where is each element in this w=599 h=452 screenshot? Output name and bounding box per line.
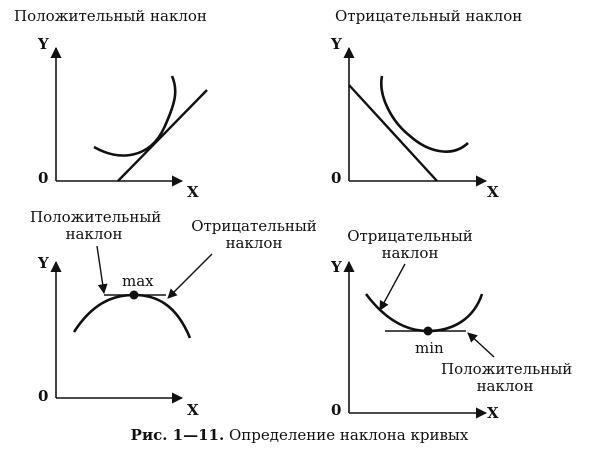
origin-label-bottom-right: 0 [331,401,342,419]
y-axis-label-top-right: Y [331,35,342,53]
curve-bottom-right [364,293,484,333]
curve-bottom-left [72,293,192,339]
x-axis-label-bottom-left: X [187,401,199,419]
x-axis-label-bottom-right: X [487,404,499,422]
title-top-right: Отрицательный наклон [335,7,523,25]
arrow-positive-bottom-left [96,245,108,294]
arrow-positive-bottom-right [467,332,495,358]
curve-top-left [93,75,177,157]
tangent-top-left [117,89,208,182]
y-axis-label-bottom-right: Y [331,258,342,276]
min-label: min [415,339,444,357]
arrow-negative-bottom-right [379,263,406,311]
negative-label-line2-bottom-left: наклон [225,234,283,252]
y-axis-label-bottom-left: Y [38,254,49,272]
panel-bottom-left [50,245,213,404]
panel-top-right [343,46,488,187]
max-point [129,290,139,300]
positive-label-line1-bottom-right: Положительный [441,360,573,378]
max-label: max [122,272,154,290]
origin-label-bottom-left: 0 [38,387,49,405]
positive-slope-label-bottom-right: Положительный наклон [441,360,573,395]
x-axis-label-top-right: X [487,183,499,201]
panel-bottom-right [343,260,495,419]
figure-caption: Рис. 1—11. Определение наклона кривых [0,427,599,444]
origin-label-top-left: 0 [38,169,49,187]
positive-label-line2-bottom-right: наклон [476,377,534,395]
arrow-negative-bottom-left [167,253,213,299]
negative-slope-label-bottom-left: Отрицательный наклон [190,218,318,252]
negative-label-line1-bottom-left: Отрицательный [191,217,317,235]
positive-label-line2-bottom-left: наклон [65,225,123,243]
tangent-top-right [348,84,438,182]
min-point [423,326,433,336]
positive-slope-label-bottom-left: Положительный наклон [30,208,162,243]
title-top-left: Положительный наклон [14,7,207,25]
caption-text: Определение наклона кривых [228,426,469,444]
curve-top-right [380,75,469,153]
positive-label-line1-bottom-left: Положительный [30,208,162,226]
negative-slope-label-bottom-right: Отрицательный наклон [346,228,474,262]
origin-label-top-right: 0 [331,169,342,187]
negative-label-line1-bottom-right: Отрицательный [347,227,473,245]
panel-top-left [50,46,208,187]
caption-number: Рис. 1—11. [130,426,225,444]
x-axis-label-top-left: X [187,183,199,201]
y-axis-label-top-left: Y [38,35,49,53]
negative-label-line2-bottom-right: наклон [381,244,439,262]
